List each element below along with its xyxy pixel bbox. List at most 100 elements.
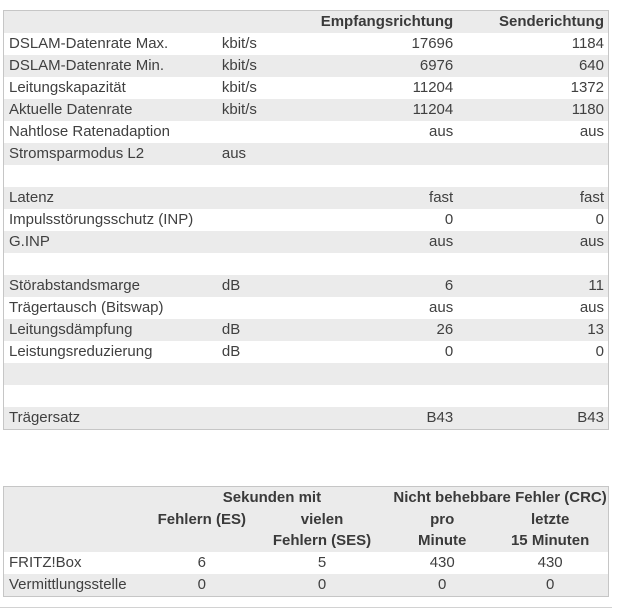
row-downstream-value: aus [429, 123, 454, 140]
dsl-table-row: G.INP aus aus [3, 231, 609, 253]
row-label: Trägersatz [9, 409, 81, 426]
dsl-table-row: Trägersatz B43 B43 [3, 407, 609, 430]
row-unit [222, 363, 317, 385]
row-unit [222, 297, 317, 319]
row-upstream-value: 13 [587, 321, 604, 338]
row-label [4, 165, 222, 187]
row-label: Stromsparmodus L2 [9, 145, 145, 162]
dsl-table-row: Leistungsreduzierung dB 0 0 [3, 341, 609, 363]
row-unit [222, 385, 317, 407]
row-unit: dB [221, 321, 241, 338]
last-15-minutes-value: 430 [537, 554, 563, 571]
dsl-table-row: Nahtlose Ratenadaption aus aus [3, 121, 609, 143]
dsl-table-row: Impulsstörungsschutz (INP) 0 0 [3, 209, 609, 231]
row-downstream-value: 0 [444, 343, 454, 360]
row-upstream-value [457, 253, 608, 275]
error-header-empty [4, 487, 152, 510]
row-label: Leitungsdämpfung [9, 321, 133, 338]
row-label: Nahtlose Ratenadaption [9, 123, 170, 140]
row-upstream-value: 0 [595, 211, 604, 228]
row-unit: aus [221, 145, 247, 162]
row-downstream-value: 6 [444, 277, 454, 294]
row-upstream-value: 640 [578, 57, 604, 74]
row-downstream-value: 17696 [411, 35, 454, 52]
row-downstream-value: 26 [436, 321, 454, 338]
row-downstream-value: 11204 [412, 101, 454, 118]
row-upstream-value [457, 363, 608, 385]
dsl-table-row: Aktuelle Datenrate kbit/s 11204 1180 [3, 99, 609, 121]
row-upstream-value: aus [579, 123, 604, 140]
row-label: Leistungsreduzierung [9, 343, 153, 360]
dsl-header-row: Empfangsrichtung Senderichtung [3, 10, 609, 33]
row-downstream-value: 6976 [419, 57, 454, 74]
col-header-last-15-minutes: letzte 15 Minuten [510, 511, 590, 549]
row-downstream-value [317, 385, 457, 407]
row-unit: kbit/s [221, 101, 257, 118]
row-unit [222, 121, 317, 143]
row-label: Störabstandsmarge [9, 277, 140, 294]
row-label [4, 363, 222, 385]
row-label: Latenz [9, 189, 55, 206]
row-upstream-value [457, 385, 608, 407]
per-minute-value: 430 [429, 554, 455, 571]
row-downstream-value [317, 363, 457, 385]
bottom-divider [0, 607, 612, 608]
dsl-stats-table: Empfangsrichtung Senderichtung DSLAM-Dat… [3, 10, 609, 430]
dsl-header-downstream: Empfangsrichtung [320, 13, 454, 30]
row-upstream-value: fast [579, 189, 604, 206]
row-label: Vermittlungsstelle [9, 576, 127, 593]
error-subheader-empty [4, 509, 152, 552]
row-label: G.INP [9, 233, 50, 250]
dsl-table-row: Leitungsdämpfung dB 26 13 [3, 319, 609, 341]
row-label: DSLAM-Datenrate Max. [9, 35, 169, 52]
row-upstream-value: 1184 [571, 35, 604, 52]
row-downstream-value: 0 [444, 211, 454, 228]
row-upstream-value: aus [579, 233, 604, 250]
row-label: Impulsstörungsschutz (INP) [9, 211, 194, 228]
dsl-table-row: DSLAM-Datenrate Max. kbit/s 17696 1184 [3, 33, 609, 55]
dsl-header-upstream: Senderichtung [498, 13, 604, 30]
row-unit: dB [221, 277, 241, 294]
dsl-table-row: Trägertausch (Bitswap) aus aus [3, 297, 609, 319]
row-downstream-value: B43 [426, 409, 454, 426]
row-unit [222, 165, 317, 187]
dsl-table-row: Störabstandsmarge dB 6 11 [3, 275, 609, 297]
row-upstream-value: 11 [588, 277, 604, 294]
row-upstream-value: 1180 [571, 101, 604, 118]
row-downstream-value [317, 143, 457, 165]
col-header-es: Fehlern (ES) [157, 511, 246, 528]
row-upstream-value [457, 165, 608, 187]
dsl-table-row: Latenz fast fast [3, 187, 609, 209]
row-label [4, 253, 222, 275]
row-unit: kbit/s [221, 35, 257, 52]
es-value: 0 [197, 576, 206, 593]
dsl-table-row [3, 253, 609, 275]
dsl-table-row: Stromsparmodus L2 aus [3, 143, 609, 165]
row-label: DSLAM-Datenrate Min. [9, 57, 165, 74]
row-downstream-value: aus [429, 233, 454, 250]
row-unit [222, 231, 317, 253]
row-downstream-value: fast [429, 189, 454, 206]
last-15-minutes-value: 0 [545, 576, 555, 593]
error-group-header-row: Sekunden mit Nicht behebbare Fehler (CRC… [3, 486, 609, 510]
error-sub-header-row: Fehlern (ES) vielen Fehlern (SES) pro Mi… [3, 509, 609, 552]
error-counter-table: Sekunden mit Nicht behebbare Fehler (CRC… [3, 486, 609, 597]
col-header-ses: vielen Fehlern (SES) [272, 511, 372, 549]
row-downstream-value: 11204 [412, 79, 454, 96]
row-label: Leitungskapazität [9, 79, 126, 96]
dsl-table-row [3, 363, 609, 385]
row-upstream-value: aus [579, 299, 604, 316]
row-label: Aktuelle Datenrate [9, 101, 133, 118]
per-minute-value: 0 [438, 576, 447, 593]
row-label: FRITZ!Box [9, 554, 82, 571]
col-header-per-minute: pro Minute [418, 511, 467, 549]
row-upstream-value [457, 143, 608, 165]
group-header-crc: Nicht behebbare Fehler (CRC) [393, 489, 607, 506]
row-upstream-value: 0 [595, 343, 604, 360]
row-label: Trägertausch (Bitswap) [9, 299, 164, 316]
row-downstream-value [317, 165, 457, 187]
row-unit: kbit/s [221, 57, 257, 74]
group-header-seconds-with: Sekunden mit [222, 489, 322, 506]
row-downstream-value [317, 253, 457, 275]
row-unit: dB [221, 343, 241, 360]
